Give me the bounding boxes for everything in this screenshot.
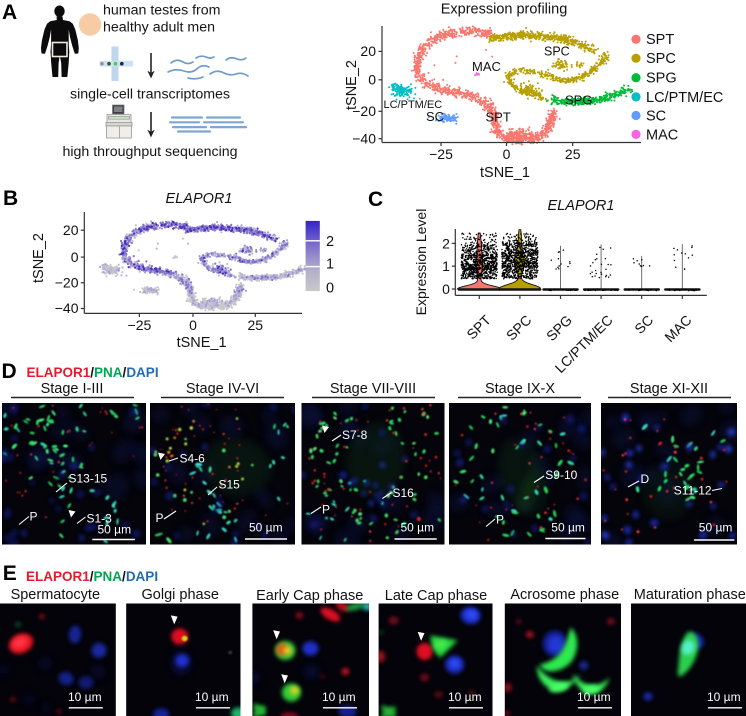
svg-text:Expression profiling: Expression profiling <box>441 2 568 18</box>
svg-text:Late Cap phase: Late Cap phase <box>385 588 487 604</box>
svg-text:MAC: MAC <box>472 59 501 74</box>
svg-text:S16: S16 <box>393 486 415 500</box>
svg-text:D: D <box>2 360 17 383</box>
svg-text:SPC: SPC <box>503 312 535 344</box>
svg-text:Stage IV-VI: Stage IV-VI <box>186 381 259 397</box>
svg-text:P: P <box>496 513 504 527</box>
svg-text:SPG: SPG <box>646 71 677 87</box>
svg-text:P: P <box>322 503 330 517</box>
svg-text:2: 2 <box>326 234 334 250</box>
svg-text:high throughput sequencing: high throughput sequencing <box>62 144 237 160</box>
svg-text:10 µm: 10 µm <box>322 690 356 704</box>
svg-text:Stage XI-XII: Stage XI-XII <box>630 381 708 397</box>
svg-text:Stage VII-VIII: Stage VII-VIII <box>330 381 416 397</box>
svg-text:SPT: SPT <box>646 32 674 48</box>
svg-text:S1-3: S1-3 <box>87 512 113 526</box>
svg-text:MAC: MAC <box>661 312 694 345</box>
svg-text:50 µm: 50 µm <box>249 521 283 535</box>
svg-text:−40: −40 <box>55 300 79 316</box>
svg-text:Maturation phase: Maturation phase <box>634 587 746 603</box>
svg-text:Stage IX-X: Stage IX-X <box>485 381 555 397</box>
svg-text:−25: −25 <box>128 317 152 333</box>
svg-text:tSNE_1: tSNE_1 <box>177 335 227 351</box>
svg-text:SPC: SPC <box>544 45 570 59</box>
svg-text:10 µm: 10 µm <box>448 690 482 704</box>
svg-text:single-cell transcriptomes: single-cell transcriptomes <box>70 87 230 103</box>
svg-text:S11-12: S11-12 <box>674 484 712 498</box>
svg-text:A: A <box>2 1 17 24</box>
svg-text:10 µm: 10 µm <box>195 690 229 704</box>
svg-text:S15: S15 <box>219 478 241 492</box>
svg-text:SPT: SPT <box>486 110 511 125</box>
svg-text:C: C <box>368 188 383 211</box>
svg-text:2: 2 <box>442 235 450 251</box>
svg-text:D: D <box>641 472 650 486</box>
svg-text:50 µm: 50 µm <box>551 521 585 535</box>
svg-text:SPT: SPT <box>463 311 494 342</box>
svg-text:P: P <box>156 511 164 525</box>
svg-text:25: 25 <box>248 317 264 333</box>
svg-text:ELAPOR1: ELAPOR1 <box>548 198 615 214</box>
svg-text:S7-8: S7-8 <box>342 428 368 442</box>
svg-text:1: 1 <box>442 258 450 274</box>
svg-text:SC: SC <box>646 109 666 125</box>
svg-text:Stage I-III: Stage I-III <box>41 381 104 397</box>
svg-text:SPG: SPG <box>543 312 575 344</box>
svg-text:0: 0 <box>71 249 79 265</box>
svg-text:0: 0 <box>326 281 334 297</box>
svg-text:−20: −20 <box>352 103 376 119</box>
svg-text:SPC: SPC <box>646 51 676 67</box>
svg-text:50 µm: 50 µm <box>98 523 132 537</box>
svg-text:LC/PTM/EC: LC/PTM/EC <box>384 99 443 111</box>
svg-text:S4-6: S4-6 <box>180 452 206 466</box>
svg-text:50 µm: 50 µm <box>699 521 733 535</box>
svg-text:0: 0 <box>503 146 511 162</box>
svg-text:20: 20 <box>360 43 376 59</box>
svg-text:25: 25 <box>565 146 581 162</box>
svg-text:−20: −20 <box>55 275 79 291</box>
svg-text:0: 0 <box>189 317 197 333</box>
svg-text:S9-10: S9-10 <box>545 468 577 482</box>
svg-text:Early Cap phase: Early Cap phase <box>256 588 363 604</box>
svg-text:20: 20 <box>63 222 79 238</box>
svg-text:−40: −40 <box>352 131 376 147</box>
svg-text:LC/PTM/EC: LC/PTM/EC <box>646 90 723 106</box>
svg-text:−25: −25 <box>429 146 453 162</box>
svg-text:ELAPOR1/PNA/DAPI: ELAPOR1/PNA/DAPI <box>26 569 158 584</box>
svg-text:Acrosome phase: Acrosome phase <box>510 587 619 603</box>
svg-text:S13-15: S13-15 <box>69 472 108 486</box>
svg-text:healthy adult men: healthy adult men <box>103 20 215 36</box>
svg-text:1: 1 <box>326 256 334 272</box>
svg-text:Golgi phase: Golgi phase <box>142 587 219 603</box>
svg-text:tSNE_2: tSNE_2 <box>344 60 360 110</box>
svg-text:10 µm: 10 µm <box>68 690 102 704</box>
svg-text:P: P <box>30 510 38 524</box>
svg-text:E: E <box>3 562 17 585</box>
svg-text:10 µm: 10 µm <box>577 690 611 704</box>
svg-text:MAC: MAC <box>646 127 678 143</box>
svg-text:0: 0 <box>368 72 376 88</box>
svg-text:tSNE_1: tSNE_1 <box>480 165 530 181</box>
svg-text:SC: SC <box>426 109 444 124</box>
svg-text:human testes from: human testes from <box>103 3 221 19</box>
svg-text:0: 0 <box>442 281 450 297</box>
svg-text:10 µm: 10 µm <box>707 690 741 704</box>
svg-text:Expression Level: Expression Level <box>413 209 429 316</box>
svg-text:B: B <box>3 187 18 210</box>
svg-text:ELAPOR1: ELAPOR1 <box>166 191 233 207</box>
svg-text:SPG: SPG <box>565 93 592 108</box>
svg-text:50 µm: 50 µm <box>401 521 435 535</box>
svg-text:Spermatocyte: Spermatocyte <box>11 587 100 603</box>
svg-text:SC: SC <box>631 312 656 337</box>
svg-text:ELAPOR1/PNA/DAPI: ELAPOR1/PNA/DAPI <box>27 365 159 380</box>
svg-text:tSNE_2: tSNE_2 <box>31 233 47 283</box>
